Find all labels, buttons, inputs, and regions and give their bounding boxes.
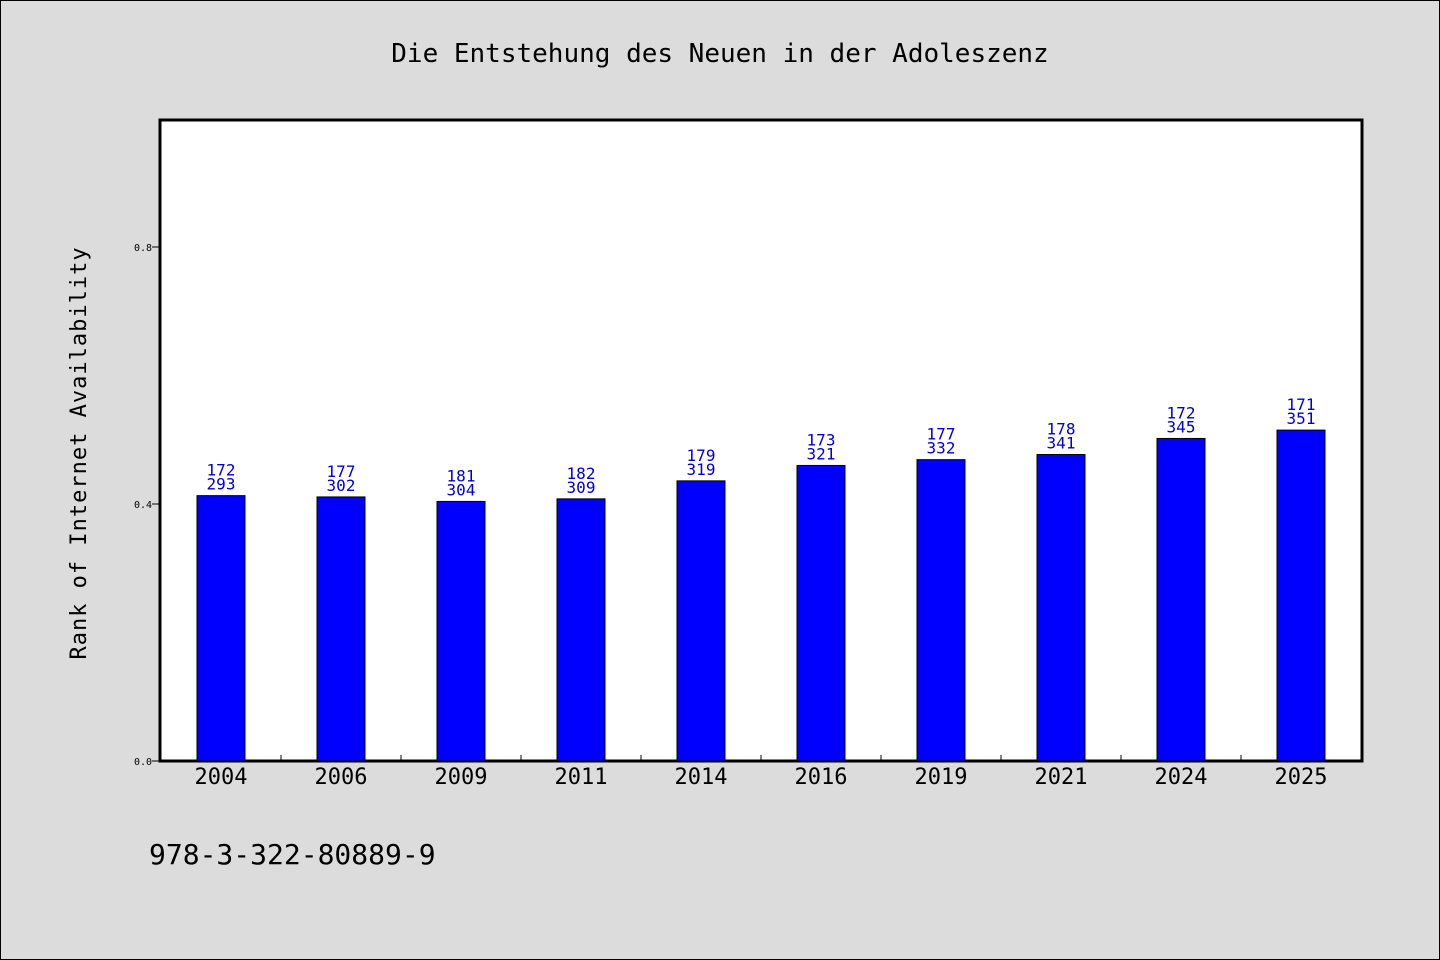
x-tick-label-2019: 2019 <box>915 765 968 790</box>
x-tick-label-2011: 2011 <box>555 765 608 790</box>
x-tick-label-2009: 2009 <box>435 765 488 790</box>
y-tick-label: 0.8 <box>134 243 152 254</box>
bar-label-top-2006: 177 <box>327 462 356 481</box>
bar-label-bottom-2014: 319 <box>687 460 716 479</box>
bar-label-top-2016: 173 <box>807 430 836 449</box>
bar-2024 <box>1156 437 1206 762</box>
bar-2011 <box>556 498 606 762</box>
bar-label-top-2021: 178 <box>1047 420 1076 439</box>
bar-2009 <box>436 500 486 762</box>
x-tick-label-2014: 2014 <box>675 765 728 790</box>
x-axis-tick-labels: 2004 2006 2009 2011 2014 2016 2019 2021 2024 2025 <box>195 765 1328 790</box>
bar-2021 <box>1036 454 1086 762</box>
bar-label-top-2014: 179 <box>687 446 716 465</box>
bar-2025 <box>1276 429 1326 762</box>
bar-label-bottom-2021: 341 <box>1047 434 1076 453</box>
bar-label-bottom-2011: 309 <box>567 478 596 497</box>
bar-2019 <box>916 459 966 762</box>
bar-label-bottom-2006: 302 <box>327 476 356 495</box>
bar-label-top-2025: 171 <box>1287 395 1316 414</box>
bars-group <box>196 429 1326 762</box>
bar-label-bottom-2009: 304 <box>447 480 476 499</box>
chart-title: Die Entstehung des Neuen in der Adolesze… <box>391 39 1048 69</box>
bar-label-bottom-2016: 321 <box>807 444 836 463</box>
y-tick-label: 0.4 <box>134 500 152 511</box>
bar-label-top-2019: 177 <box>927 425 956 444</box>
y-tick-label: 0.0 <box>134 757 152 768</box>
x-tick-label-2006: 2006 <box>315 765 368 790</box>
y-axis-label: Rank of Internet Availability <box>67 246 92 659</box>
bar-label-bottom-2025: 351 <box>1287 409 1316 428</box>
bar-2006 <box>316 496 366 762</box>
x-tick-label-2024: 2024 <box>1155 765 1208 790</box>
bar-2004 <box>196 495 246 762</box>
y-axis-ticks: 0.0 0.4 0.8 <box>134 243 1242 768</box>
bar-label-top-2024: 172 <box>1167 403 1196 422</box>
bar-label-bottom-2024: 345 <box>1167 417 1196 436</box>
bar-2014 <box>676 480 726 762</box>
x-tick-label-2021: 2021 <box>1035 765 1088 790</box>
bar-label-top-2009: 181 <box>447 466 476 485</box>
bar-label-top-2011: 182 <box>567 464 596 483</box>
bar-2016 <box>796 464 846 762</box>
isbn-footer: 978-3-322-80889-9 <box>149 838 436 871</box>
bar-label-bottom-2019: 332 <box>927 439 956 458</box>
x-tick-label-2004: 2004 <box>195 765 248 790</box>
bar-label-bottom-2004: 293 <box>207 475 236 494</box>
bar-label-top-2004: 172 <box>207 461 236 480</box>
x-tick-label-2025: 2025 <box>1275 765 1328 790</box>
x-tick-label-2016: 2016 <box>795 765 848 790</box>
value-labels-group: 1722931773021813041823091793191733211773… <box>207 395 1316 499</box>
